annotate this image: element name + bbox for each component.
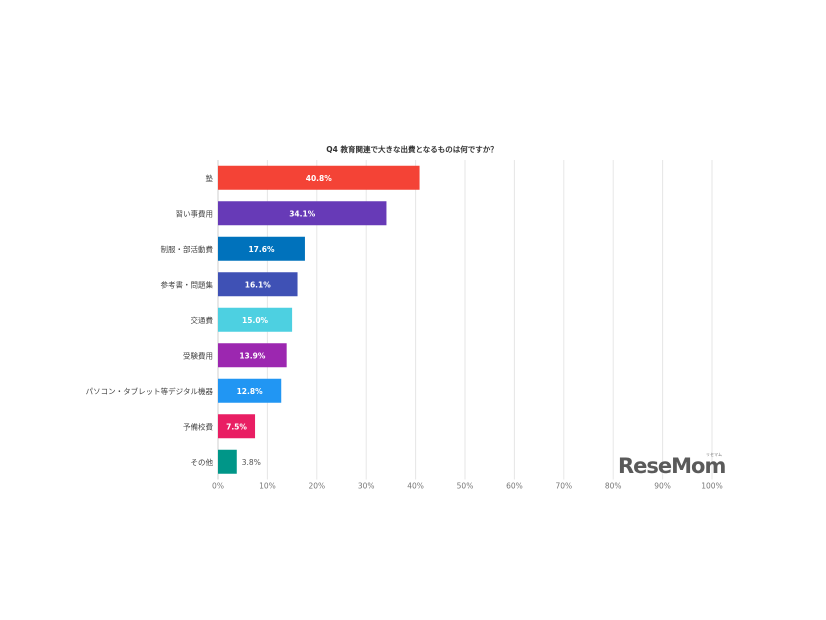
category-label: 受験費用 (183, 350, 213, 360)
x-tick-label: 100% (701, 482, 722, 491)
x-tick-label: 80% (605, 482, 622, 491)
x-tick-label: 40% (407, 482, 424, 491)
bar (218, 449, 237, 474)
category-label: 習い事費用 (176, 208, 214, 218)
logo-text: ReseMom (618, 454, 726, 478)
x-tick-label: 30% (358, 482, 375, 491)
category-label: 交通費 (191, 315, 214, 325)
resemom-logo: リセマム ReseMom (618, 452, 728, 482)
data-label: 17.6% (248, 245, 275, 254)
category-label: 制服・部活動費 (161, 244, 214, 254)
data-label: 3.8% (242, 458, 261, 467)
data-label: 40.8% (306, 174, 333, 183)
data-label: 16.1% (245, 280, 272, 289)
data-label: 13.9% (239, 351, 266, 360)
bar (218, 272, 298, 297)
x-tick-label: 90% (654, 482, 671, 491)
bar (218, 414, 256, 439)
logo-subtext: リセマム (706, 452, 722, 457)
bar (218, 307, 293, 332)
category-label: その他 (191, 457, 214, 467)
data-label: 34.1% (289, 209, 316, 218)
category-label: パソコン・タブレット等デジタル機器 (86, 386, 214, 396)
x-tick-label: 0% (212, 482, 224, 491)
data-label: 15.0% (242, 316, 269, 325)
category-labels: 塾習い事費用制服・部活動費参考書・問題集交通費受験費用パソコン・タブレット等デジ… (86, 173, 214, 467)
data-label: 12.8% (237, 387, 264, 396)
x-tick-label: 20% (308, 482, 325, 491)
bar (218, 378, 282, 403)
bar (218, 343, 287, 368)
x-tick-label: 10% (259, 482, 276, 491)
x-axis-ticks: 0% 10% 20% 30% 40% 50% 60% 70% 80% 90% 100% (212, 482, 723, 491)
bar (218, 236, 305, 261)
x-tick-label: 50% (457, 482, 474, 491)
category-label: 参考書・問題集 (161, 279, 214, 289)
bar (218, 165, 420, 190)
bars: 40.8% 34.1% 17.6% 16.1% 15.0% 13.9% 12.8% 7.5% 3… (218, 165, 420, 474)
category-label: 塾 (206, 173, 214, 183)
category-label: 予備校費 (183, 421, 213, 431)
x-tick-label: 60% (506, 482, 523, 491)
data-label: 7.5% (226, 422, 247, 431)
bar (218, 201, 387, 226)
chart-title: Q4 教育関連で大きな出費となるものは何ですか？ (326, 144, 497, 154)
x-tick-label: 70% (555, 482, 572, 491)
